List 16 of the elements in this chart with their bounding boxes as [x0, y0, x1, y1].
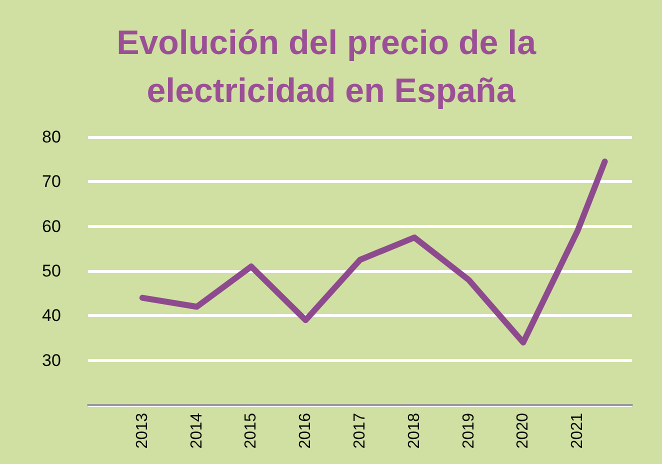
y-tick-label: 60 — [42, 216, 61, 236]
x-tick-label: 2013 — [134, 412, 151, 449]
y-tick-label: 70 — [42, 172, 61, 192]
x-tick-label: 2019 — [460, 412, 478, 449]
x-tick-label: 2020 — [514, 412, 532, 449]
y-tick-label: 80 — [42, 128, 61, 146]
y-tick-label: 30 — [42, 350, 61, 370]
x-tick-label: 2021 — [569, 412, 586, 449]
chart-title: Evolución del precio de la electricidad en España — [116, 24, 546, 110]
x-tick-label: 2014 — [188, 412, 206, 449]
x-tick-label: 2015 — [242, 412, 260, 449]
x-tick-label: 2016 — [297, 412, 314, 449]
x-tick-label: 2018 — [406, 412, 423, 449]
x-tick-label: 2017 — [352, 412, 368, 449]
y-tick-label: 40 — [42, 306, 61, 326]
y-tick-label: 50 — [42, 262, 61, 280]
